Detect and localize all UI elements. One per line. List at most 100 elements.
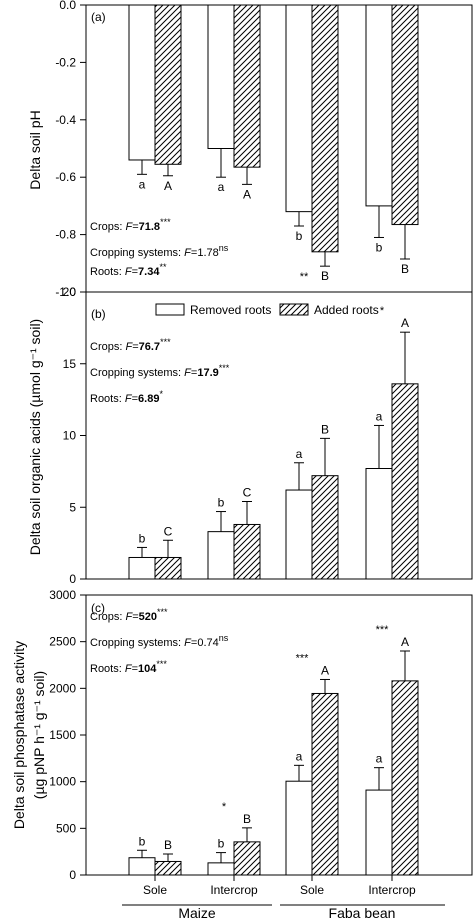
y-tick-label-c: 2000 bbox=[49, 681, 76, 695]
significance-letter: a bbox=[376, 409, 383, 423]
bar-removed-roots bbox=[128, 4, 156, 161]
y-tick-label-b: 10 bbox=[63, 429, 77, 443]
y-axis-label-a: Delta soil pH bbox=[27, 110, 43, 189]
group-label-faba-bean: Faba bean bbox=[329, 905, 396, 919]
bar-removed-roots bbox=[365, 789, 393, 876]
legend-swatch-added bbox=[279, 303, 309, 316]
significance-letter: a bbox=[139, 177, 146, 191]
significance-letter: b bbox=[218, 496, 225, 510]
bar-added-roots bbox=[154, 556, 182, 580]
y-tick-label-b: 15 bbox=[63, 357, 77, 371]
bar-added-roots bbox=[154, 4, 182, 165]
panel-a: -1.0 -0.8 -0.6 -0.4 -0.2 0.0 (a) Delta soil p… bbox=[27, 0, 473, 299]
stats-b: Crops: F=76.7*** Cropping systems: F=17.9… bbox=[90, 337, 230, 405]
bar-removed-roots bbox=[207, 4, 235, 149]
significance-letter: B bbox=[401, 262, 409, 276]
y-axis-label-b: Delta soil organic acids (µmol g⁻¹ soil) bbox=[27, 319, 43, 555]
bar-removed-roots bbox=[285, 780, 313, 876]
significance-letter: B bbox=[164, 838, 172, 852]
bars-b: b b a a C C B A * bbox=[128, 305, 419, 580]
bar-removed-roots bbox=[207, 531, 235, 580]
bar-added-roots bbox=[311, 475, 339, 580]
group-label-maize: Maize bbox=[178, 905, 216, 919]
significance-letter: a bbox=[296, 447, 303, 461]
stats-a: Crops: F=71.8*** Cropping systems: F=1.78… bbox=[90, 217, 229, 278]
significance-letter: b bbox=[218, 837, 225, 851]
bar-added-roots bbox=[311, 4, 339, 253]
x-tick-label: Intercrop bbox=[368, 883, 416, 897]
bar-added-roots bbox=[311, 692, 339, 876]
significance-letter: b bbox=[139, 834, 146, 848]
bar-added-roots bbox=[391, 680, 419, 876]
panel-label-a: (a) bbox=[91, 10, 106, 24]
stats-line: Roots: F=6.89* bbox=[90, 389, 163, 405]
y-ticks-c: 0 500 1000 1500 2000 2500 3000 bbox=[49, 588, 86, 882]
significance-stars: *** bbox=[376, 624, 390, 636]
significance-letter: b bbox=[139, 531, 146, 545]
bar-removed-roots bbox=[285, 4, 313, 213]
bar-added-roots bbox=[233, 841, 261, 876]
y-tick-label-b: 0 bbox=[69, 572, 76, 586]
legend-label-added: Added roots bbox=[314, 303, 379, 317]
significance-letter: A bbox=[401, 316, 409, 330]
x-tick-label: Intercrop bbox=[210, 883, 258, 897]
significance-stars: * bbox=[380, 305, 385, 317]
significance-letter: C bbox=[164, 524, 173, 538]
y-tick-label-c: 500 bbox=[56, 821, 76, 835]
significance-letter: A bbox=[321, 663, 329, 677]
stats-line: Roots: F=7.34** bbox=[90, 262, 167, 278]
y-tick-label-a: -0.4 bbox=[55, 113, 76, 127]
significance-letter: a bbox=[218, 180, 225, 194]
significance-letter: A bbox=[243, 187, 251, 201]
y-tick-label-a: 0.0 bbox=[59, 0, 76, 12]
stats-c: Crops: F=520*** Cropping systems: F=0.74n… bbox=[90, 607, 229, 675]
bar-added-roots bbox=[233, 4, 261, 168]
bar-removed-roots bbox=[128, 857, 156, 876]
y-ticks-b: 0 5 10 15 20 bbox=[63, 285, 86, 586]
x-ticks: Sole Intercrop Sole Intercrop Maize Faba bean bbox=[143, 875, 416, 919]
y-tick-label-c: 1500 bbox=[49, 728, 76, 742]
significance-letter: B bbox=[321, 269, 329, 283]
x-tick-label: Sole bbox=[143, 883, 167, 897]
significance-letter: C bbox=[243, 486, 252, 500]
stats-line: Crops: F=71.8*** bbox=[90, 217, 171, 233]
significance-letter: a bbox=[296, 749, 303, 763]
significance-letter: b bbox=[376, 240, 383, 254]
y-axis-label-c-line1: Delta soil phosphatase activity bbox=[11, 641, 27, 829]
significance-stars: *** bbox=[296, 652, 310, 664]
significance-stars: ** bbox=[300, 271, 309, 283]
stats-line: Crops: F=76.7*** bbox=[90, 337, 171, 353]
significance-letter: B bbox=[243, 812, 251, 826]
panel-label-c: (c) bbox=[91, 601, 105, 615]
y-tick-label-a: -0.6 bbox=[55, 170, 76, 184]
stats-line: Cropping systems: F=17.9*** bbox=[90, 363, 230, 379]
legend-label-removed: Removed roots bbox=[190, 303, 271, 317]
significance-letter: a bbox=[376, 752, 383, 766]
y-tick-label-c: 3000 bbox=[49, 588, 76, 602]
bar-added-roots bbox=[154, 860, 182, 876]
bar-removed-roots bbox=[285, 489, 313, 580]
y-tick-label-c: 1000 bbox=[49, 775, 76, 789]
y-tick-label-c: 2500 bbox=[49, 635, 76, 649]
y-tick-label-b: 20 bbox=[63, 285, 77, 299]
bar-removed-roots bbox=[365, 468, 393, 580]
bar-added-roots bbox=[391, 4, 419, 226]
significance-stars: * bbox=[222, 801, 227, 813]
y-tick-label-a: -0.2 bbox=[55, 55, 76, 69]
panel-label-b: (b) bbox=[91, 307, 106, 321]
stats-line: Crops: F=520*** bbox=[90, 607, 168, 623]
bar-removed-roots bbox=[365, 4, 393, 207]
y-axis-label-c-line2: (µg pNP h⁻¹ g⁻¹ soil) bbox=[31, 671, 47, 799]
significance-letter: B bbox=[321, 422, 329, 436]
stats-line: Cropping systems: F=1.78ns bbox=[90, 243, 229, 259]
y-tick-label-a: -1.0 bbox=[55, 285, 76, 299]
y-tick-label-c: 0 bbox=[69, 868, 76, 882]
panel-c: 0 500 1000 1500 2000 2500 3000 (c) Delta soil … bbox=[11, 588, 473, 882]
bar-added-roots bbox=[233, 523, 261, 580]
significance-letter: b bbox=[296, 229, 303, 243]
x-axis: Sole Intercrop Sole Intercrop Maize Faba bean bbox=[122, 875, 445, 919]
x-tick-label: Sole bbox=[300, 883, 324, 897]
bar-added-roots bbox=[391, 383, 419, 580]
